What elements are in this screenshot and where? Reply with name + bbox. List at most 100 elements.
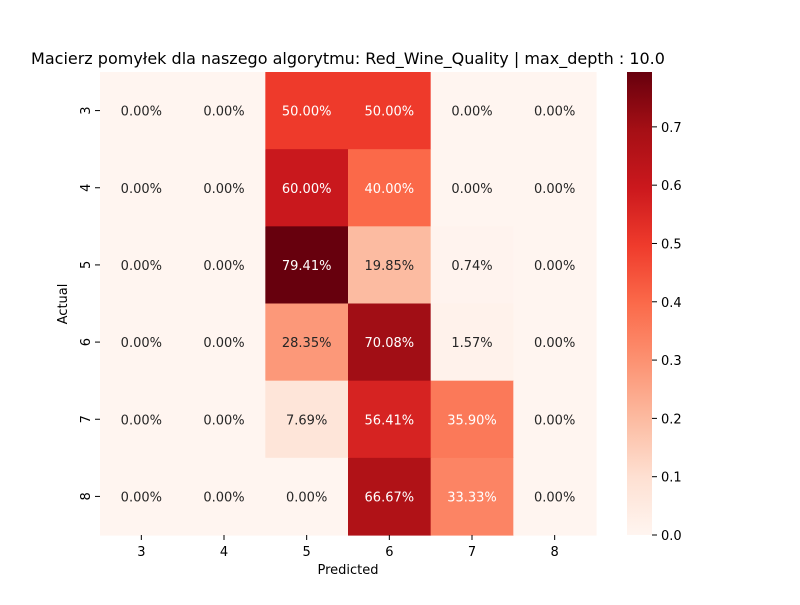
- heatmap-cell: [100, 457, 184, 536]
- heatmap-cells: [100, 72, 597, 536]
- heatmap-cell: [513, 226, 597, 305]
- heatmap-cell: [513, 380, 597, 459]
- cell-value-label: 0.00%: [203, 413, 244, 428]
- cell-value-label: 1.57%: [451, 336, 492, 351]
- colorbar-tick-label: 0.6: [661, 179, 682, 194]
- cell-value-label: 0.00%: [121, 336, 162, 351]
- x-axis-label: Predicted: [317, 563, 378, 578]
- cell-value-label: 0.00%: [534, 413, 575, 428]
- cell-value-label: 0.00%: [121, 490, 162, 505]
- cell-value-label: 0.00%: [121, 413, 162, 428]
- y-tick-label: 4: [79, 184, 94, 192]
- y-tick-label: 7: [79, 415, 94, 423]
- heatmap-cell: [100, 303, 184, 382]
- colorbar-tick-label: 0.0: [661, 529, 682, 544]
- heatmap-cell: [430, 72, 514, 150]
- heatmap-cell: [182, 226, 266, 305]
- cell-value-label: 0.00%: [451, 105, 492, 120]
- heatmap-cell: [182, 380, 266, 459]
- heatmap-cell: [100, 72, 184, 150]
- heatmap-cell: [100, 380, 184, 459]
- heatmap-cell: [430, 380, 514, 459]
- heatmap-cell: [513, 149, 597, 227]
- cell-value-label: 40.00%: [365, 182, 415, 197]
- y-tick-label: 5: [79, 261, 94, 269]
- x-tick-label: 8: [551, 545, 559, 560]
- cell-value-label: 0.00%: [451, 182, 492, 197]
- cell-value-label: 0.00%: [286, 490, 327, 505]
- cell-value-label: 19.85%: [365, 259, 415, 274]
- heatmap-cell: [348, 380, 432, 459]
- heatmap-cell: [265, 226, 349, 305]
- y-axis-label: Actual: [56, 284, 71, 325]
- heatmap-cell: [100, 226, 184, 305]
- colorbar-tick-label: 0.1: [661, 471, 682, 486]
- heatmap-cell: [265, 149, 349, 227]
- cell-value-label: 0.74%: [451, 259, 492, 274]
- heatmap-cell: [430, 149, 514, 227]
- heatmap-cell: [265, 72, 349, 150]
- x-tick-label: 7: [468, 545, 476, 560]
- heatmap-cell: [513, 303, 597, 382]
- heatmap-cell: [513, 457, 597, 536]
- cell-value-label: 28.35%: [282, 336, 332, 351]
- cell-value-label: 0.00%: [534, 490, 575, 505]
- cell-value-label: 0.00%: [121, 259, 162, 274]
- y-axis-ticks: 3 4 5 6 7 8: [79, 106, 100, 501]
- x-axis-ticks: 3 4 5 6 7 8: [137, 535, 559, 560]
- cell-value-label: 0.00%: [534, 336, 575, 351]
- heatmap-cell: [182, 149, 266, 227]
- cell-value-label: 0.00%: [203, 182, 244, 197]
- cell-value-label: 60.00%: [282, 182, 332, 197]
- cell-value-label: 0.00%: [534, 105, 575, 120]
- heatmap-cell: [430, 457, 514, 536]
- cell-value-label: 56.41%: [365, 413, 415, 428]
- heatmap-cell: [348, 457, 432, 536]
- colorbar-tick-label: 0.7: [661, 121, 682, 136]
- cell-value-label: 66.67%: [365, 490, 415, 505]
- cell-value-label: 0.00%: [534, 259, 575, 274]
- cell-value-label: 0.00%: [121, 105, 162, 120]
- heatmap-cell: [182, 457, 266, 536]
- x-tick-label: 4: [220, 545, 228, 560]
- heatmap-cell: [513, 72, 597, 150]
- heatmap-cell: [348, 149, 432, 227]
- colorbar-ticks: 0.0 0.1 0.2 0.3 0.4 0.5 0.6 0.7: [652, 121, 682, 544]
- y-tick-label: 6: [79, 338, 94, 346]
- x-tick-label: 3: [137, 545, 145, 560]
- cell-value-label: 35.90%: [447, 413, 497, 428]
- colorbar-tick-label: 0.5: [661, 237, 682, 252]
- heatmap-cell: [100, 149, 184, 227]
- heatmap-cell: [430, 303, 514, 382]
- cell-value-label: 0.00%: [121, 182, 162, 197]
- heatmap-cell: [348, 226, 432, 305]
- heatmap-cell: [265, 457, 349, 536]
- y-tick-label: 8: [79, 492, 94, 500]
- colorbar-tick-label: 0.3: [661, 354, 682, 369]
- heatmap-cell: [348, 72, 432, 150]
- colorbar: [627, 72, 652, 535]
- cell-value-label: 0.00%: [203, 259, 244, 274]
- heatmap-cell: [348, 303, 432, 382]
- x-tick-label: 6: [385, 545, 393, 560]
- cell-value-label: 79.41%: [282, 259, 332, 274]
- cell-value-label: 0.00%: [203, 490, 244, 505]
- heatmap-cell-labels: 0.00% 0.00% 50.00% 50.00% 0.00% 0.00% 0.00% 0.0…: [121, 105, 576, 506]
- heatmap-cell: [430, 226, 514, 305]
- y-tick-label: 3: [79, 106, 94, 114]
- heatmap-cell: [265, 303, 349, 382]
- cell-value-label: 0.00%: [203, 105, 244, 120]
- colorbar-tick-label: 0.2: [661, 412, 682, 427]
- colorbar-tick-label: 0.4: [661, 296, 682, 311]
- cell-value-label: 0.00%: [203, 336, 244, 351]
- x-tick-label: 5: [303, 545, 311, 560]
- cell-value-label: 50.00%: [365, 105, 415, 120]
- heatmap-cell: [265, 380, 349, 459]
- cell-value-label: 7.69%: [286, 413, 327, 428]
- cell-value-label: 70.08%: [365, 336, 415, 351]
- cell-value-label: 0.00%: [534, 182, 575, 197]
- heatmap-cell: [182, 303, 266, 382]
- cell-value-label: 33.33%: [447, 490, 497, 505]
- heatmap-cell: [182, 72, 266, 150]
